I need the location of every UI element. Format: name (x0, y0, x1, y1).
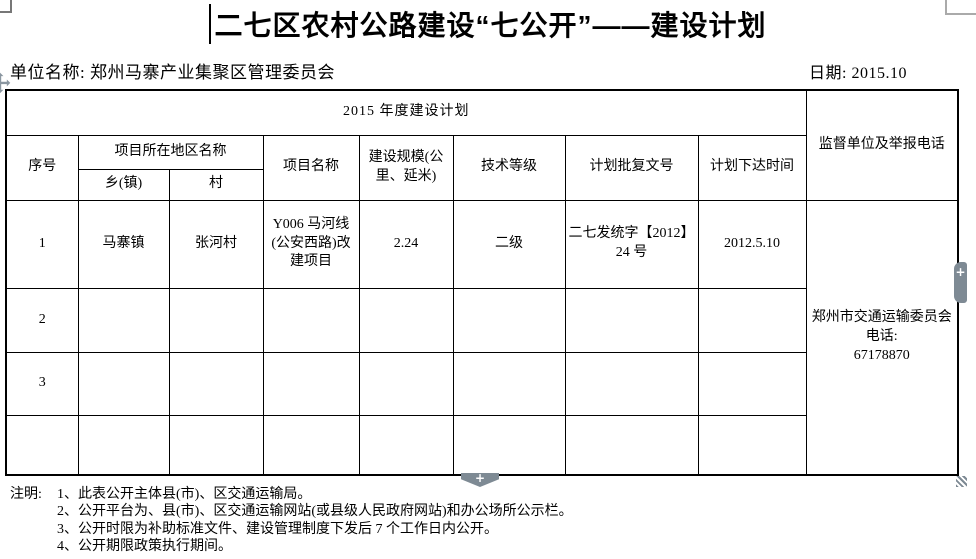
cell-scale[interactable] (358, 287, 454, 353)
note-item[interactable]: 4、公开期限政策执行期间。 (57, 539, 232, 555)
table-row-group-header: 2015 年度建设计划 监督单位及举报电话 (5, 89, 959, 201)
notes-block: 注明: 1、此表公开主体县(市)、区交通运输局。 2、公开平台为、县(市)、区交… (10, 486, 976, 556)
add-row-button[interactable]: + (461, 473, 499, 487)
cell-seq[interactable]: 1 (5, 199, 79, 289)
cell-village[interactable] (168, 287, 264, 353)
cell-village[interactable] (168, 351, 264, 416)
table-row: 1 马寨镇 张河村 Y006 马河线(公安西路)改建项目 2.24 二级 二七发… (5, 199, 959, 476)
unit-label: 单位名称: (10, 63, 86, 82)
date-value: 2015.10 (851, 65, 907, 82)
cell-grade[interactable]: 二级 (452, 199, 566, 289)
page-title: 二七区农村公路建设“七公开”——建设计划 (214, 10, 767, 41)
cell-grade[interactable] (452, 351, 566, 416)
cell-township[interactable] (77, 351, 170, 416)
note-item[interactable]: 1、此表公开主体县(市)、区交通运输局。 (57, 487, 312, 502)
header-village[interactable]: 村 (168, 168, 264, 201)
cell-township[interactable] (77, 287, 170, 353)
plus-icon: + (474, 471, 486, 485)
table-resize-grip-icon[interactable] (956, 476, 967, 487)
cell-township[interactable] (77, 414, 170, 476)
header-seq[interactable]: 序号 (5, 134, 79, 201)
supervision-contact-name: 郑州市交通运输委员会电话: (811, 309, 952, 344)
cell-approval[interactable] (564, 287, 699, 353)
cell-issue-time[interactable]: 2012.5.10 (697, 199, 807, 289)
group-header-cell[interactable]: 2015 年度建设计划 (5, 89, 807, 136)
cell-project[interactable] (262, 351, 360, 416)
cell-issue-time[interactable] (697, 351, 807, 416)
header-grade[interactable]: 技术等级 (452, 134, 566, 201)
note-item[interactable]: 3、公开时限为补助标准文件、建设管理制度下发后 7 个工作日内公开。 (57, 521, 498, 537)
header-township[interactable]: 乡(镇) (77, 168, 170, 201)
note-item[interactable]: 2、公开平台为、县(市)、区交通运输网站(或县级人民政府网站)和办公场所公示栏。 (57, 504, 573, 520)
header-approval[interactable]: 计划批复文号 (564, 134, 699, 201)
supervision-contact-phone: 67178870 (853, 347, 910, 363)
document-title-line[interactable]: 二七区农村公路建设“七公开”——建设计划 (0, 4, 976, 50)
cell-issue-time[interactable] (697, 414, 807, 476)
clipped-frame-corner-top-right (945, 0, 976, 15)
header-area[interactable]: 项目所在地区名称 (77, 134, 264, 170)
cell-project[interactable]: Y006 马河线(公安西路)改建项目 (262, 199, 360, 289)
cell-approval[interactable] (564, 414, 699, 476)
date-label: 日期: (809, 65, 847, 82)
cell-township[interactable]: 马寨镇 (77, 199, 170, 289)
header-issue-time[interactable]: 计划下达时间 (697, 134, 807, 201)
text-cursor (209, 4, 212, 44)
cell-village[interactable] (168, 414, 264, 476)
cell-seq[interactable]: 2 (5, 287, 79, 353)
table-row: 3 (5, 351, 958, 416)
unit-name-line[interactable]: 单位名称: 郑州马寨产业集聚区管理委员会 (10, 58, 335, 83)
cell-scale[interactable] (358, 351, 454, 416)
add-column-button[interactable]: + (954, 262, 967, 303)
header-supervision[interactable]: 监督单位及举报电话 (805, 89, 959, 201)
construction-plan-table: 2015 年度建设计划 监督单位及举报电话 序号 项目所在地区名称 项目名称 建… (5, 89, 959, 476)
unit-name: 郑州马寨产业集聚区管理委员会 (89, 63, 335, 82)
table-row: 2 (5, 287, 958, 353)
cell-village[interactable]: 张河村 (168, 199, 264, 289)
header-project[interactable]: 项目名称 (262, 134, 360, 201)
supervision-contact-cell[interactable]: 郑州市交通运输委员会电话: 67178870 (805, 199, 959, 476)
cell-approval[interactable]: 二七发统字【2012】24 号 (564, 199, 699, 289)
clipped-frame-corner-top-left (0, 0, 12, 13)
cell-project[interactable] (262, 287, 360, 353)
cell-issue-time[interactable] (697, 287, 807, 353)
cell-seq[interactable] (5, 414, 79, 476)
table-row-header-1: 序号 项目所在地区名称 项目名称 建设规模(公里、延米) 技术等级 计划批复文号… (5, 134, 958, 201)
cell-scale[interactable]: 2.24 (358, 199, 454, 289)
cell-scale[interactable] (358, 414, 454, 476)
cell-seq[interactable]: 3 (5, 351, 79, 416)
cell-approval[interactable] (564, 351, 699, 416)
date-line[interactable]: 日期: 2015.10 (809, 59, 907, 83)
header-scale[interactable]: 建设规模(公里、延米) (358, 134, 454, 201)
cell-grade[interactable] (452, 414, 566, 476)
table-row (5, 414, 958, 476)
table-move-handle-icon[interactable] (0, 71, 13, 97)
notes-label: 注明: (10, 487, 42, 502)
plus-icon: + (955, 265, 966, 279)
cell-project[interactable] (262, 414, 360, 476)
cell-grade[interactable] (452, 287, 566, 353)
